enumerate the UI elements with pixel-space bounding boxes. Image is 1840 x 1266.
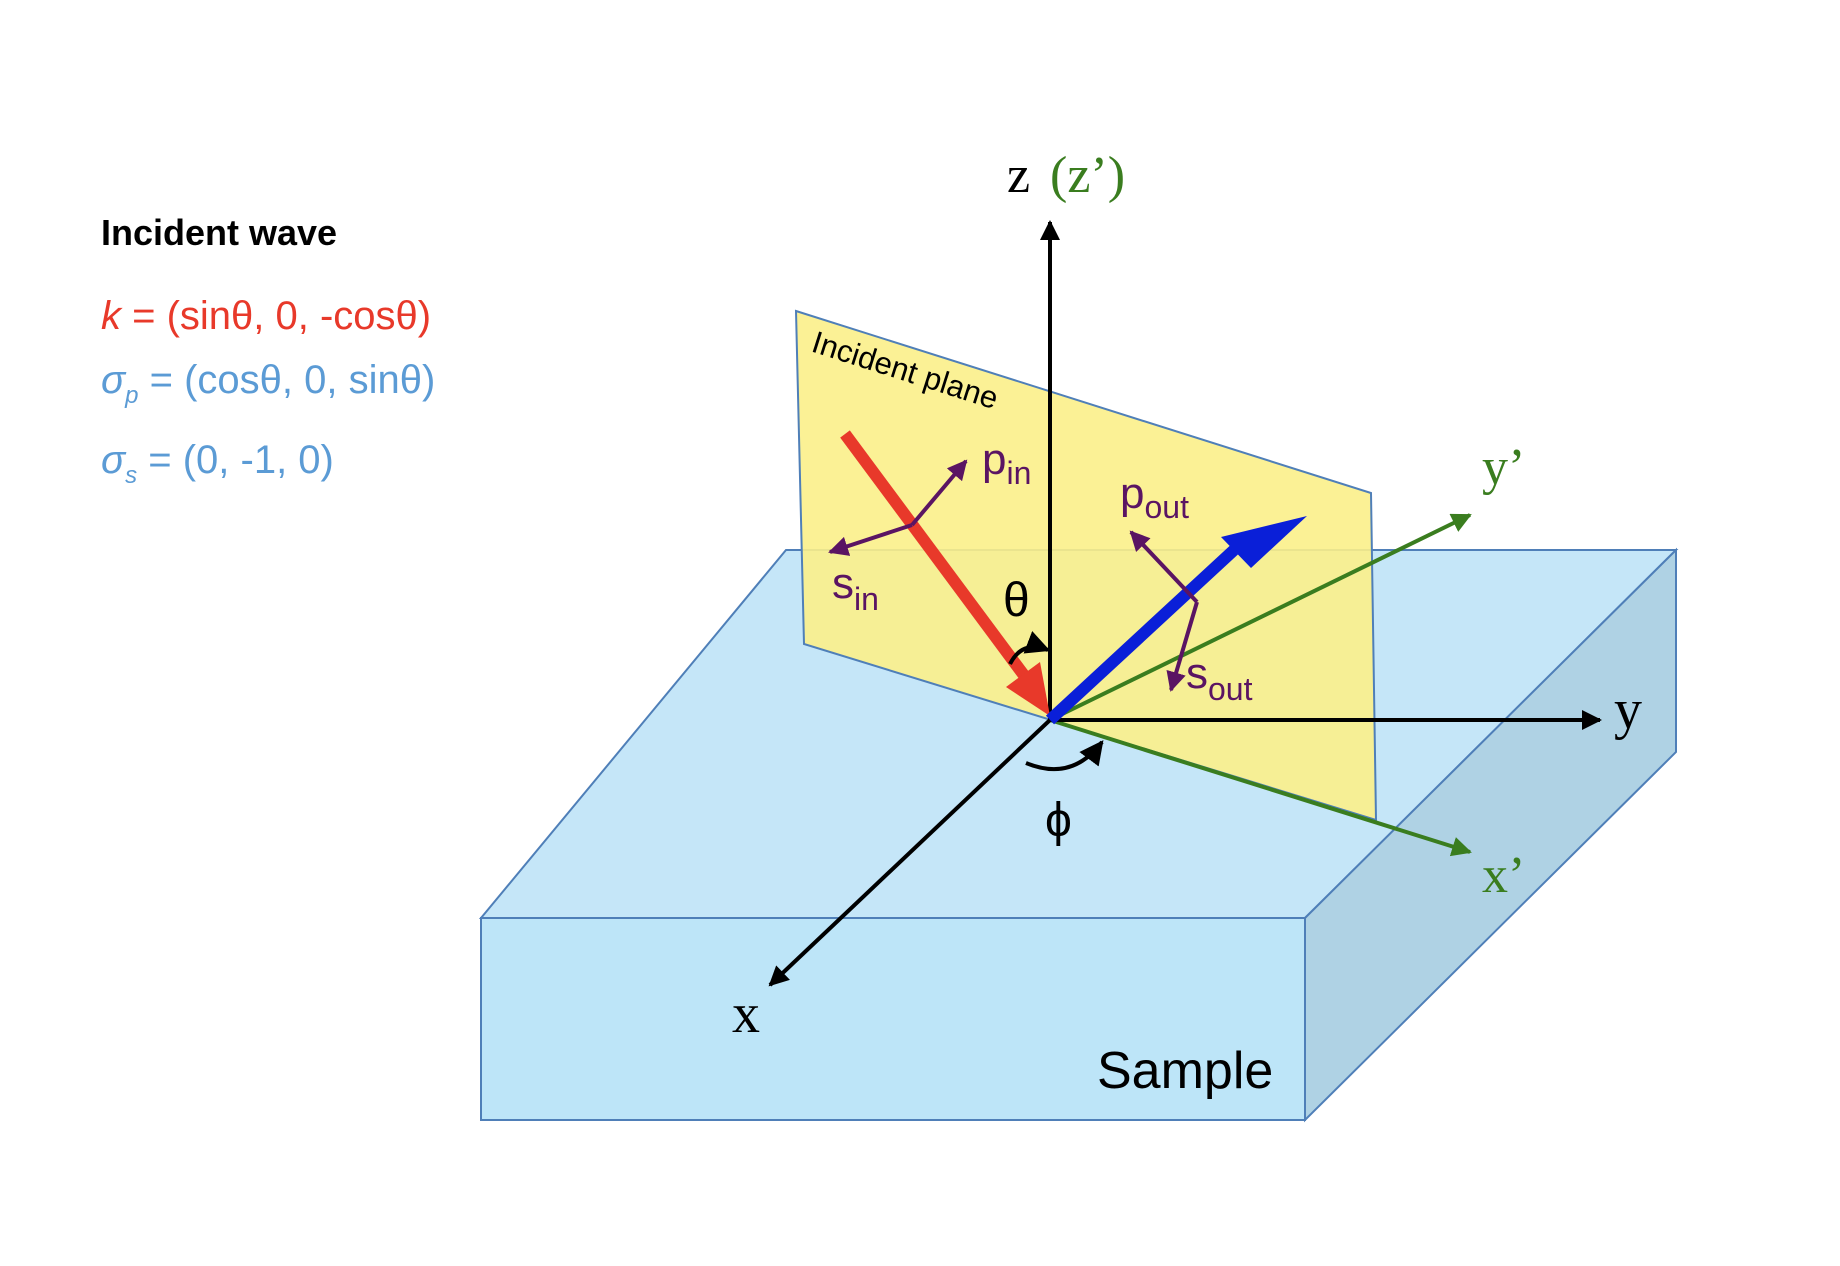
s-out-label: sout [1186, 649, 1253, 707]
s-in-base: s [832, 559, 854, 608]
s-in-label: sin [832, 559, 879, 617]
phi-label: ϕ [1045, 794, 1072, 847]
legend-k-symbol: k [101, 294, 121, 338]
theta-arc [1008, 631, 1051, 665]
legend-sigma-p-line: σp = (cosθ, 0, sinθ) [101, 348, 435, 428]
p-in-label: pin [982, 435, 1031, 491]
sample-front-face [480, 917, 1306, 1121]
legend-sigma-s-symbol: σ [101, 438, 126, 482]
legend-k-expr: = (sinθ, 0, -cosθ) [121, 294, 432, 338]
z-axis-label: z [1007, 147, 1030, 204]
z-prime-axis-label: (z’) [1050, 147, 1125, 204]
reflected-beam-shaft [1045, 545, 1239, 725]
p-out-base: p [1120, 469, 1144, 518]
s-out-vector [1166, 601, 1199, 692]
s-in-vector [828, 523, 913, 556]
reflected-beam-arrowhead [1221, 516, 1307, 568]
phi-arc [1025, 740, 1104, 772]
legend-k-line: k = (sinθ, 0, -cosθ) [101, 284, 435, 348]
legend: Incident wave k = (sinθ, 0, -cosθ) σp = … [101, 212, 435, 508]
legend-sigma-s-expr: = (0, -1, 0) [137, 438, 334, 482]
incident-beam-arrowhead [1006, 662, 1050, 716]
p-out-sub: out [1144, 489, 1189, 525]
p-in-sub: in [1006, 455, 1031, 491]
x-prime-axis [1049, 718, 1472, 857]
s-in-sub: in [854, 581, 879, 617]
x-axis-label: x [732, 983, 760, 1045]
p-out-label: pout [1120, 469, 1189, 525]
incident-beam-shaft [840, 430, 1031, 682]
y-axis-label: y [1614, 679, 1642, 741]
x-prime-axis-label: x’ [1482, 847, 1525, 904]
p-out-vector [1129, 530, 1199, 604]
y-prime-axis [1049, 513, 1472, 722]
x-axis [768, 718, 1052, 987]
theta-label: θ [1003, 574, 1030, 627]
legend-sigma-s-sub: s [125, 462, 138, 489]
legend-sigma-p-expr: = (cosθ, 0, sinθ) [138, 358, 436, 402]
legend-sigma-p-symbol: σ [101, 358, 126, 402]
legend-title: Incident wave [101, 212, 338, 253]
legend-sigma-p-sub: p [125, 382, 139, 409]
sample-label: Sample [1097, 1042, 1273, 1100]
p-in-base: p [982, 435, 1006, 484]
incident-plane [794, 309, 1378, 822]
s-out-sub: out [1208, 671, 1253, 707]
p-in-vector [910, 459, 968, 527]
s-out-base: s [1186, 649, 1208, 698]
legend-sigma-s-line: σs = (0, -1, 0) [101, 428, 435, 508]
y-prime-axis-label: y’ [1482, 439, 1525, 496]
